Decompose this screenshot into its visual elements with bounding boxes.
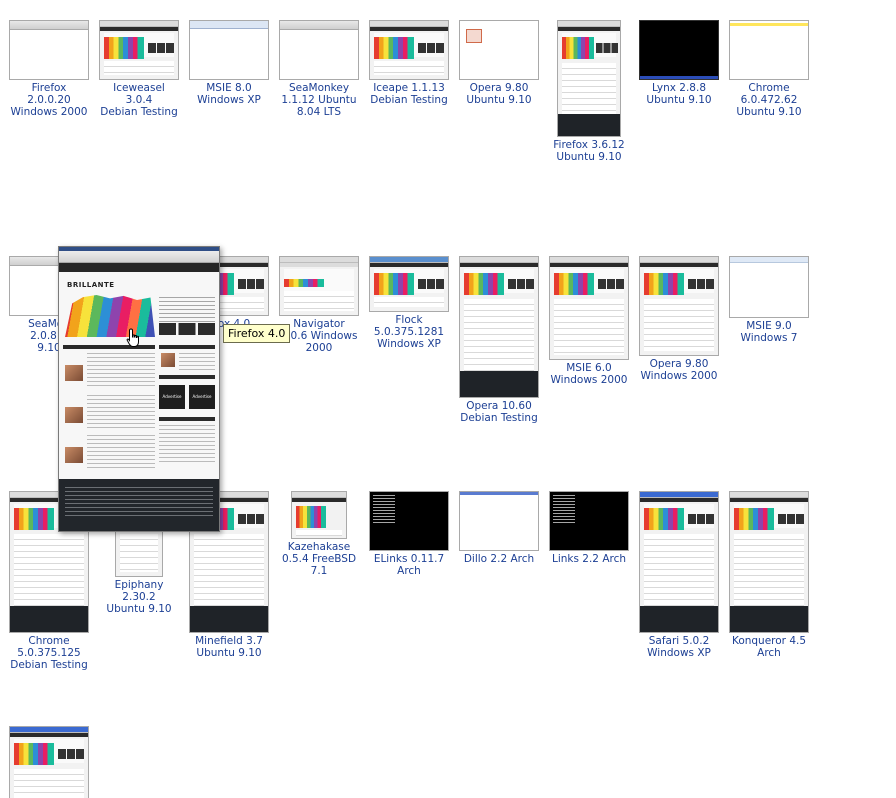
- thumbnail-flock-winxp[interactable]: Flock 5.0.375.1281 Windows XP: [369, 256, 449, 350]
- thumbnail-row4-partial[interactable]: [9, 726, 89, 798]
- screenshot-thumbnail[interactable]: [291, 491, 347, 539]
- window-titlebar: [59, 247, 219, 251]
- thumbnail-label[interactable]: Opera 9.80 Windows 2000: [640, 358, 718, 382]
- thumbnail-konqueror-arch[interactable]: Konqueror 4.5 Arch: [729, 491, 809, 659]
- screenshot-thumbnail[interactable]: [639, 256, 719, 356]
- thumbnail-label[interactable]: Opera 10.60 Debian Testing: [460, 400, 538, 424]
- thumbnail-label[interactable]: Firefox 3.6.12 Ubuntu 9.10: [553, 139, 625, 163]
- screenshot-thumbnail[interactable]: [9, 20, 89, 80]
- screenshot-thumbnail[interactable]: [459, 20, 539, 80]
- hover-preview-popup: BRILLANTE Advertise Here Advertise Here: [58, 246, 220, 532]
- screenshot-thumbnail[interactable]: [549, 256, 629, 360]
- thumbnail-navigator-9-win2000[interactable]: Navigator 0.0.6 Windows 2000: [279, 256, 359, 354]
- screenshot-thumbnail[interactable]: [729, 20, 809, 80]
- thumbnail-label[interactable]: Iceape 1.1.13 Debian Testing: [370, 82, 448, 106]
- screenshot-thumbnail[interactable]: [369, 20, 449, 80]
- thumbnail-label[interactable]: Iceweasel 3.0.4 Debian Testing: [100, 82, 178, 118]
- screenshot-thumbnail[interactable]: [9, 491, 89, 633]
- section-header: [159, 417, 215, 421]
- screenshot-thumbnail[interactable]: [279, 20, 359, 80]
- thumbnail-label[interactable]: Firefox 2.0.0.20 Windows 2000: [10, 82, 88, 118]
- thumbnail-chrome-5-debian[interactable]: Chrome 5.0.375.125 Debian Testing: [9, 491, 89, 671]
- site-logo: BRILLANTE: [67, 281, 115, 289]
- feature-boxes: [159, 323, 215, 335]
- thumbnail-label[interactable]: Dillo 2.2 Arch: [463, 553, 535, 565]
- thumbnail-lynx-288-ubuntu[interactable]: Lynx 2.8.8 Ubuntu 9.10: [639, 20, 719, 106]
- thumbnail-label[interactable]: Safari 5.0.2 Windows XP: [647, 635, 711, 659]
- thumbnail-label[interactable]: Chrome 6.0.472.62 Ubuntu 9.10: [736, 82, 802, 118]
- thumbnail-iceweasel-3-debian[interactable]: Iceweasel 3.0.4 Debian Testing: [99, 20, 179, 118]
- post-thumbnail: [65, 365, 83, 381]
- screenshot-thumbnail[interactable]: [369, 256, 449, 312]
- thumbnail-label[interactable]: ELinks 0.11.7 Arch: [373, 553, 445, 577]
- thumbnail-safari-winxp[interactable]: Safari 5.0.2 Windows XP: [639, 491, 719, 659]
- screenshot-thumbnail[interactable]: [639, 20, 719, 80]
- thumbnail-label[interactable]: Lynx 2.8.8 Ubuntu 9.10: [646, 82, 712, 106]
- thumbnail-msie-9-win7[interactable]: MSIE 9.0 Windows 7: [729, 256, 809, 344]
- screenshot-thumbnail[interactable]: [639, 491, 719, 633]
- thumbnail-chrome-6-ubuntu[interactable]: Chrome 6.0.472.62 Ubuntu 9.10: [729, 20, 809, 118]
- advertise-box: Advertise Here: [189, 385, 215, 423]
- thumbnail-opera-980-win2000[interactable]: Opera 9.80 Windows 2000: [639, 256, 719, 382]
- site-nav-bar: [59, 263, 219, 272]
- author-text: [179, 353, 215, 371]
- thumbnail-label[interactable]: Epiphany 2.30.2 Ubuntu 9.10: [106, 579, 172, 615]
- thumbnail-label[interactable]: MSIE 6.0 Windows 2000: [550, 362, 628, 386]
- category-list: [159, 425, 215, 465]
- thumbnail-msie-8-winxp[interactable]: MSIE 8.0 Windows XP: [189, 20, 269, 106]
- thumbnail-links-arch[interactable]: Links 2.2 Arch: [549, 491, 629, 565]
- tooltip: Firefox 4.0: [223, 324, 291, 343]
- post-thumbnail: [65, 407, 83, 423]
- thumbnail-opera-9-ubuntu[interactable]: Opera 9.80 Ubuntu 9.10: [459, 20, 539, 106]
- screenshot-thumbnail[interactable]: [99, 20, 179, 80]
- thumbnail-firefox-3612-ubuntu[interactable]: Firefox 3.6.12 Ubuntu 9.10: [549, 20, 629, 163]
- thumbnail-label[interactable]: MSIE 9.0 Windows 7: [740, 320, 798, 344]
- thumbnail-label[interactable]: MSIE 8.0 Windows XP: [197, 82, 261, 106]
- screenshot-thumbnail[interactable]: [279, 256, 359, 316]
- screenshot-thumbnail[interactable]: [549, 491, 629, 551]
- advertise-box: Advertise Here: [159, 385, 185, 423]
- thumbnail-label[interactable]: Kazehakase 0.5.4 FreeBSD 7.1: [281, 541, 357, 577]
- thumbnail-msie-6-win2000[interactable]: MSIE 6.0 Windows 2000: [549, 256, 629, 386]
- post-thumbnail: [65, 447, 83, 463]
- post-text: [87, 353, 155, 387]
- hand-cursor-icon: [126, 328, 139, 347]
- thumbnail-kazehakase-freebsd[interactable]: Kazehakase 0.5.4 FreeBSD 7.1: [279, 491, 359, 577]
- author-avatar: [161, 353, 175, 367]
- site-footer: [59, 479, 219, 531]
- post-text: [87, 435, 155, 469]
- pencils-image: [65, 295, 155, 337]
- section-header: [63, 345, 155, 349]
- screenshot-thumbnail[interactable]: [369, 491, 449, 551]
- screenshot-thumbnail[interactable]: [557, 20, 621, 137]
- screenshot-thumbnail[interactable]: [459, 491, 539, 551]
- thumbnail-label[interactable]: Navigator 0.0.6 Windows 2000: [280, 318, 358, 354]
- thumbnail-label[interactable]: Links 2.2 Arch: [551, 553, 627, 565]
- thumbnail-label[interactable]: Minefield 3.7 Ubuntu 9.10: [195, 635, 263, 659]
- thumbnail-label[interactable]: Chrome 5.0.375.125 Debian Testing: [10, 635, 88, 671]
- section-header: [159, 345, 215, 349]
- section-header: [159, 375, 215, 379]
- thumbnail-label[interactable]: Flock 5.0.375.1281 Windows XP: [373, 314, 445, 350]
- thumbnail-seamonkey-1-ubuntu804[interactable]: SeaMonkey 1.1.12 Ubuntu 8.04 LTS: [279, 20, 359, 118]
- browser-toolbar: [59, 251, 219, 263]
- thumbnail-label[interactable]: Konqueror 4.5 Arch: [731, 635, 807, 659]
- thumbnail-firefox-2-win2000[interactable]: Firefox 2.0.0.20 Windows 2000: [9, 20, 89, 118]
- sidebar-text: [159, 297, 215, 323]
- thumbnail-label[interactable]: Opera 9.80 Ubuntu 9.10: [466, 82, 532, 106]
- screenshot-thumbnail[interactable]: [729, 491, 809, 633]
- thumbnail-label[interactable]: SeaMonkey 1.1.12 Ubuntu 8.04 LTS: [281, 82, 357, 118]
- post-text: [87, 395, 155, 429]
- screenshot-thumbnail[interactable]: [9, 726, 89, 798]
- thumbnail-dillo-arch[interactable]: Dillo 2.2 Arch: [459, 491, 539, 565]
- screenshot-thumbnail[interactable]: [729, 256, 809, 318]
- thumbnail-elinks-arch[interactable]: ELinks 0.11.7 Arch: [369, 491, 449, 577]
- screenshot-thumbnail[interactable]: [459, 256, 539, 398]
- thumbnail-iceape-1-debian[interactable]: Iceape 1.1.13 Debian Testing: [369, 20, 449, 106]
- screenshot-thumbnail[interactable]: [189, 20, 269, 80]
- thumbnail-opera-1060-debian[interactable]: Opera 10.60 Debian Testing: [459, 256, 539, 424]
